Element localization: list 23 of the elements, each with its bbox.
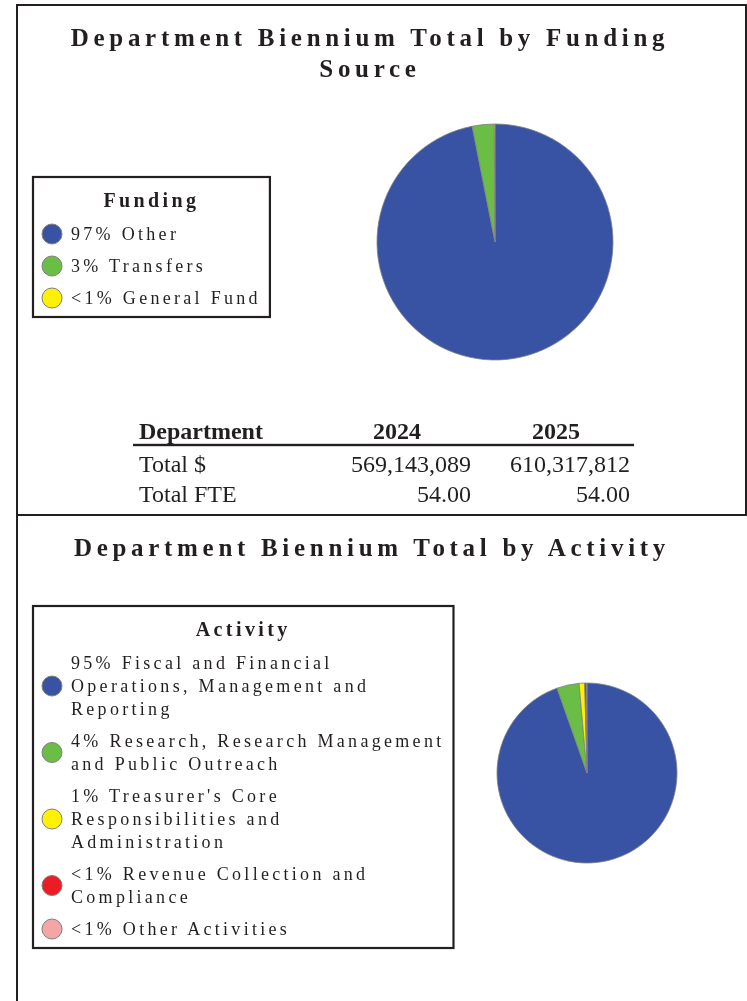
legend-label: <1% Revenue Collection and Compliance: [71, 864, 369, 907]
legend-label: 4% Research, Research Management and Public Outreach: [71, 731, 445, 774]
pie-slice: [496, 682, 678, 864]
text: 54.00: [417, 481, 471, 507]
legend-label: 97% Other: [71, 224, 180, 244]
legend-label: 3% Transfers: [71, 256, 207, 276]
legend-title: Funding: [103, 189, 200, 212]
chart-title: Department Biennium Total by Funding Source: [70, 24, 670, 82]
legend-title: Activity: [195, 618, 291, 641]
legend-label: <1% Other Activities: [71, 919, 291, 939]
chart-title: Department Biennium Total by Activity: [73, 534, 671, 561]
text: 610,317,812: [510, 451, 630, 477]
text: Total FTE: [139, 481, 237, 507]
text: 54.00: [576, 481, 630, 507]
pie-slice: [376, 123, 614, 361]
text: 2025: [532, 418, 580, 444]
text: Department: [139, 418, 263, 444]
text: 2024: [373, 418, 421, 444]
legend-label: 95% Fiscal and Financial Operations, Management and Reporting: [71, 653, 370, 719]
legend-label: <1% General Fund: [71, 288, 261, 308]
legend-label: 1% Treasurer's Core Responsibilities and Administration: [71, 786, 283, 852]
text: Total $: [139, 451, 206, 477]
text: 569,143,089: [351, 451, 471, 477]
